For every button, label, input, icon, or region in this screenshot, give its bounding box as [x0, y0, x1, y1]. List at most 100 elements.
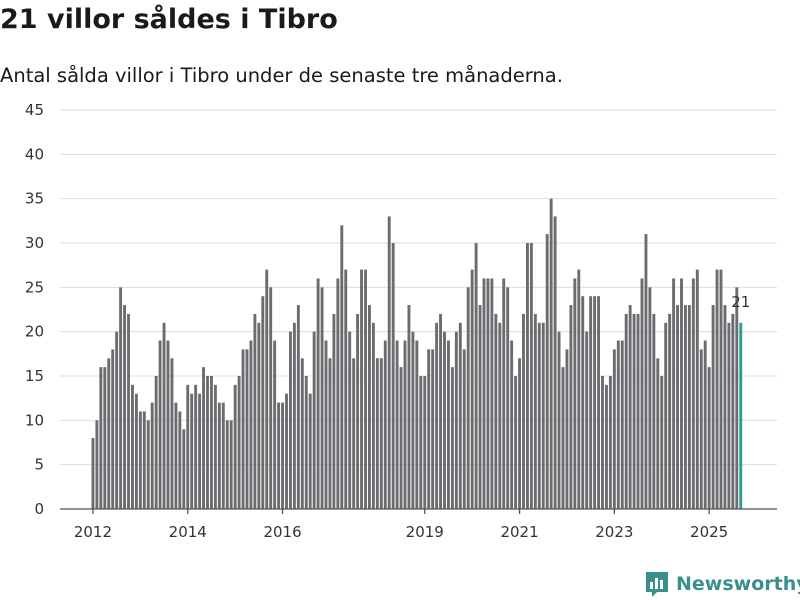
bar — [715, 269, 719, 509]
bar — [680, 278, 683, 509]
brand-name: Newsworthy — [676, 573, 800, 595]
bar — [518, 358, 521, 509]
bar — [336, 278, 340, 509]
newsworthy-logo[interactable]: Newsworthy — [644, 570, 800, 598]
bar — [454, 331, 458, 509]
bar — [526, 243, 529, 509]
bar — [569, 305, 573, 509]
bar — [261, 296, 265, 509]
bar — [585, 331, 589, 509]
y-tick-label: 25 — [25, 278, 44, 296]
bar — [545, 234, 549, 509]
last-value-label: 21 — [731, 293, 750, 311]
bar — [360, 269, 363, 509]
bar — [292, 322, 296, 509]
bar — [300, 358, 304, 509]
bar — [648, 287, 652, 509]
bar — [608, 376, 612, 509]
bar — [150, 402, 154, 509]
bar — [652, 313, 656, 509]
bar — [375, 358, 379, 509]
bar — [561, 367, 565, 509]
y-tick-label: 20 — [25, 323, 44, 341]
bar — [269, 287, 273, 509]
bar — [573, 278, 577, 509]
bar — [296, 305, 300, 509]
bar-latest — [739, 322, 743, 509]
bar — [640, 278, 644, 509]
bar — [138, 411, 142, 509]
bar — [601, 376, 604, 509]
bar — [474, 243, 478, 509]
bar — [221, 402, 225, 509]
bar — [691, 278, 695, 509]
bar — [510, 340, 514, 509]
y-tick-label: 45 — [25, 101, 44, 119]
bar — [522, 313, 525, 509]
bars — [91, 198, 743, 509]
bar — [170, 358, 174, 509]
x-tick-label: 2016 — [263, 523, 301, 541]
bar — [198, 393, 202, 509]
bar — [624, 313, 628, 509]
y-tick-label: 5 — [34, 456, 44, 474]
x-tick-label: 2021 — [500, 523, 538, 541]
bar — [344, 269, 348, 509]
y-tick-label: 0 — [34, 500, 44, 518]
bar — [415, 340, 419, 509]
bar — [229, 420, 233, 509]
bar — [419, 376, 423, 509]
bar — [127, 313, 130, 509]
bar — [707, 367, 711, 509]
bar — [115, 331, 119, 509]
bar — [206, 376, 209, 509]
bar — [533, 313, 537, 509]
x-tick-label: 2023 — [595, 523, 633, 541]
bar — [644, 234, 648, 509]
bar — [111, 349, 115, 509]
bar — [672, 278, 676, 509]
bar — [186, 384, 190, 509]
bar — [577, 269, 581, 509]
bar — [482, 278, 486, 509]
bar — [403, 340, 407, 509]
bar — [427, 349, 431, 509]
bar — [557, 331, 561, 509]
bar — [731, 313, 735, 509]
bar — [719, 269, 723, 509]
bar — [549, 198, 553, 509]
bar — [565, 349, 569, 509]
bar — [324, 340, 328, 509]
bar — [699, 349, 703, 509]
bar — [687, 305, 691, 509]
y-tick-label: 35 — [25, 190, 44, 208]
bar — [289, 331, 292, 509]
bar — [656, 358, 660, 509]
bar — [502, 278, 506, 509]
bar — [356, 313, 360, 509]
bar — [605, 384, 608, 509]
bar — [466, 287, 470, 509]
bar — [727, 322, 731, 509]
bar — [320, 287, 324, 509]
bar — [146, 420, 150, 509]
bar — [628, 305, 632, 509]
bar — [99, 367, 103, 509]
bar — [411, 331, 415, 509]
bar — [142, 411, 146, 509]
bar — [660, 376, 664, 509]
bar — [265, 269, 269, 509]
bar — [494, 313, 498, 509]
bar — [131, 384, 134, 509]
bar — [597, 296, 600, 509]
bar — [407, 305, 411, 509]
bar — [695, 269, 699, 509]
bar — [391, 243, 395, 509]
bar — [103, 367, 107, 509]
y-tick-label: 10 — [25, 411, 44, 429]
bar — [676, 305, 679, 509]
bar — [281, 402, 284, 509]
bar — [134, 393, 138, 509]
newsworthy-logo-icon — [646, 572, 668, 597]
